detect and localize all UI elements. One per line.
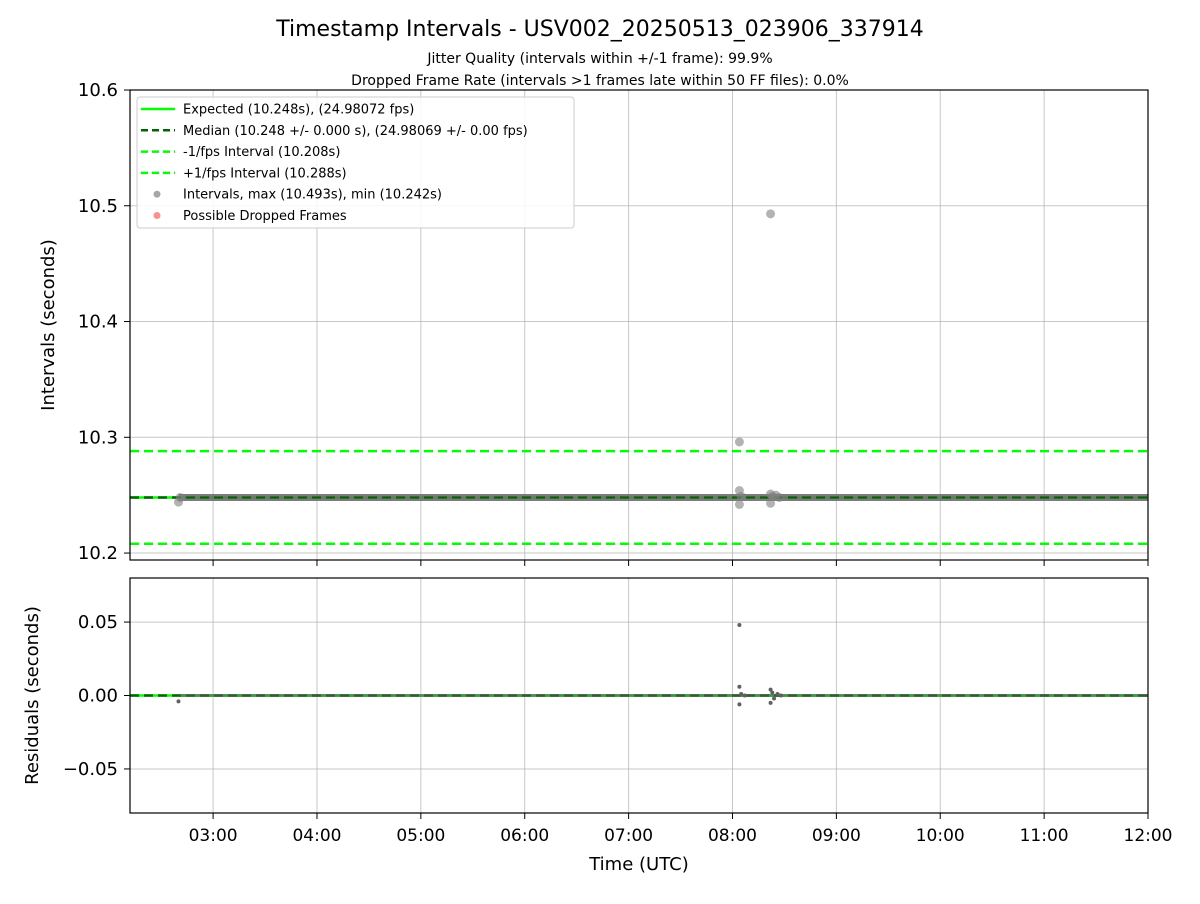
residual-point — [737, 623, 742, 627]
intervals-y-tick-label: 10.2 — [78, 543, 118, 564]
residuals-x-tick-label: 08:00 — [708, 826, 757, 846]
residuals-x-tick-label: 09:00 — [812, 826, 861, 846]
residual-point — [739, 692, 744, 697]
residual-point — [768, 687, 773, 692]
intervals-y-tick-label: 10.3 — [78, 427, 118, 448]
residual-point — [176, 699, 181, 704]
legend-marker-swatch — [153, 190, 161, 198]
residual-point — [742, 693, 747, 698]
legend-entry-label: Median (10.248 +/- 0.000 s), (24.98069 +… — [183, 124, 528, 139]
legend-box — [136, 96, 575, 229]
residuals-x-tick-label: 12:00 — [1124, 826, 1173, 846]
intervals-panel: 10.2 10.3 10.4 10.5 10.6 Intervals (seconds) — [38, 80, 1149, 566]
residuals-x-tick-label: 10:00 — [916, 826, 965, 846]
residual-point — [778, 693, 783, 698]
intervals-y-tick-label: 10.4 — [78, 312, 118, 333]
interval-point — [766, 209, 776, 219]
interval-point — [774, 492, 784, 502]
legend-marker-swatch — [153, 212, 161, 219]
residuals-y-tick-label: −0.05 — [63, 759, 118, 780]
residual-point — [737, 684, 742, 689]
interval-point — [766, 498, 776, 508]
intervals-y-tick-label: 10.6 — [78, 80, 118, 101]
residual-point — [768, 700, 773, 705]
intervals-axes-frame — [129, 89, 1149, 561]
legend-entry-label: Possible Dropped Frames — [183, 209, 347, 224]
chart-subtitle-jitter: Jitter Quality (intervals within +/-1 fr… — [426, 51, 772, 67]
legend-entry-label: Expected (10.248s), (24.98072 fps) — [183, 103, 414, 118]
interval-point — [736, 491, 746, 501]
interval-point — [734, 437, 744, 447]
legend-entry-label: Intervals, max (10.493s), min (10.242s) — [183, 188, 442, 203]
residuals-x-tick-label: 07:00 — [604, 826, 653, 846]
residuals-y-tick-label: 0.00 — [78, 686, 118, 707]
chart-subtitle-dropped: Dropped Frame Rate (intervals >1 frames … — [351, 73, 849, 89]
residual-point — [775, 692, 780, 697]
residuals-x-tick-label: 06:00 — [500, 826, 549, 846]
interval-point — [734, 499, 744, 509]
residuals-axes-frame — [129, 577, 1149, 814]
residuals-x-tick-label: 04:00 — [292, 826, 341, 846]
legend-entry-label: +1/fps Interval (10.288s) — [183, 166, 347, 181]
intervals-y-tick-label: 10.5 — [78, 196, 118, 217]
residuals-x-tick-label: 11:00 — [1020, 826, 1069, 846]
residual-point — [770, 690, 775, 695]
interval-point — [175, 492, 185, 502]
residuals-x-tick-label: 05:00 — [396, 826, 445, 846]
legend: Expected (10.248s), (24.98072 fps) Median… — [136, 96, 575, 229]
residual-point — [772, 696, 777, 701]
legend-entry-label: -1/fps Interval (10.208s) — [183, 145, 340, 160]
residuals-y-tick-label: 0.05 — [78, 612, 118, 633]
residuals-panel: 03:00 04:00 05:00 06:00 07:00 08:00 09:00 10:00… — [22, 577, 1173, 875]
x-axis-label: Time (UTC) — [588, 854, 689, 875]
intervals-y-axis-label: Intervals (seconds) — [38, 239, 59, 411]
residuals-x-tick-label: 03:00 — [189, 826, 238, 846]
residuals-y-axis-label: Residuals (seconds) — [22, 606, 43, 785]
chart-title: Timestamp Intervals - USV002_20250513_02… — [275, 17, 924, 42]
residual-point — [737, 702, 742, 707]
